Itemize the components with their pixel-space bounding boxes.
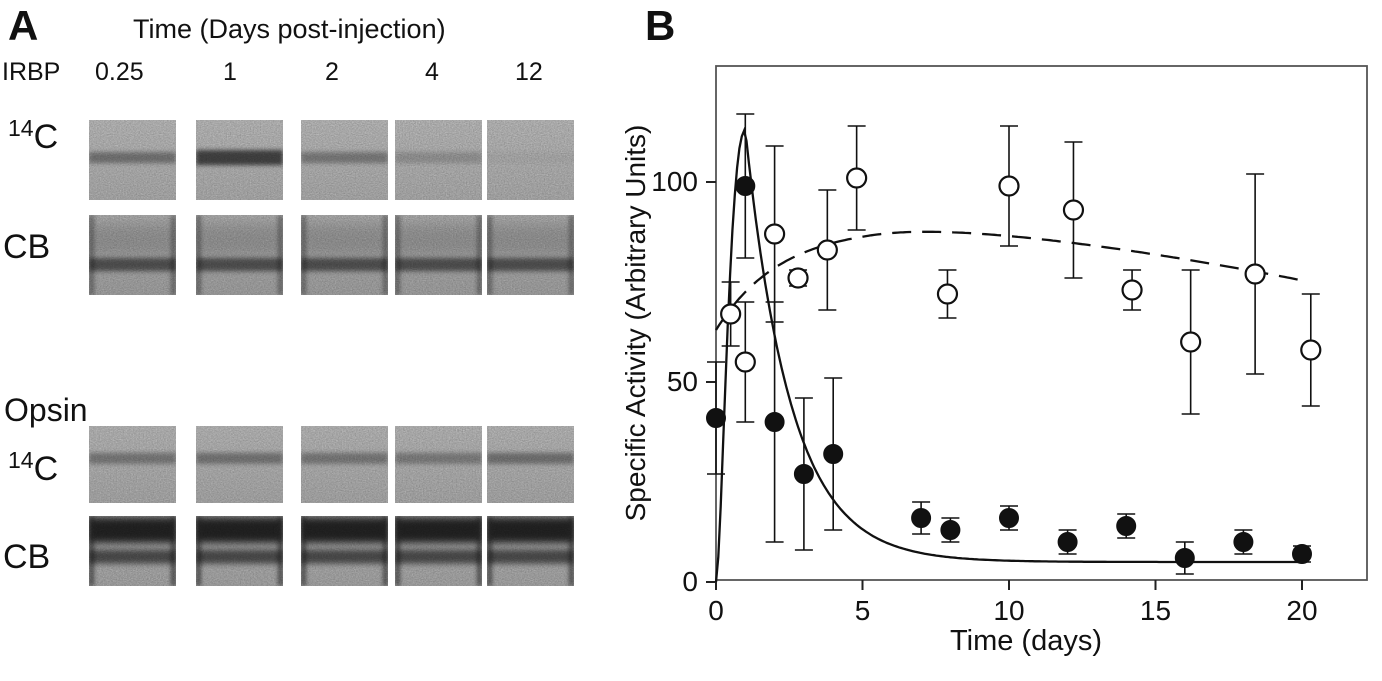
svg-text:0: 0 [682,566,698,597]
svg-text:50: 50 [667,366,698,397]
svg-text:5: 5 [855,595,871,626]
svg-text:20: 20 [1286,595,1317,626]
svg-text:15: 15 [1140,595,1171,626]
svg-text:0: 0 [708,595,724,626]
svg-text:100: 100 [651,166,698,197]
svg-text:10: 10 [993,595,1024,626]
